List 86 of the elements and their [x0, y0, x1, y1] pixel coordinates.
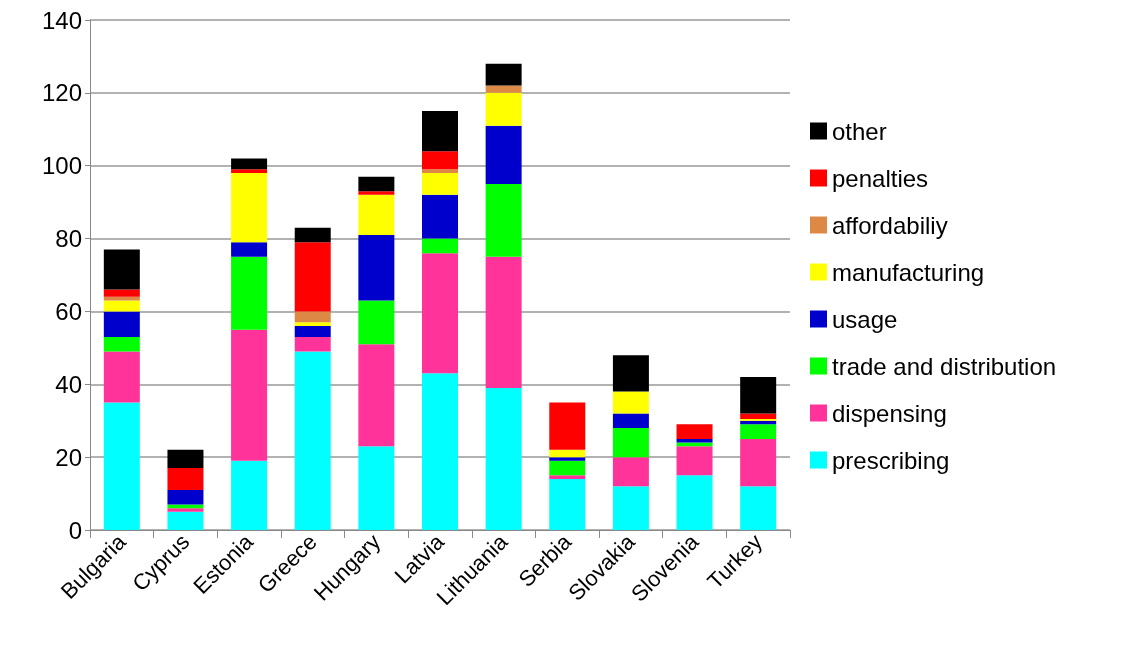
bar — [103, 402, 140, 530]
bar — [485, 85, 522, 93]
bar — [231, 242, 268, 257]
bar — [485, 256, 522, 388]
y-tick-label: 0 — [68, 516, 82, 544]
bar — [358, 344, 395, 447]
bar — [422, 111, 458, 152]
bar — [294, 227, 331, 243]
bar — [358, 176, 395, 192]
bar — [422, 373, 458, 530]
bar — [103, 336, 140, 352]
bar — [422, 194, 458, 239]
bar — [167, 489, 204, 505]
bar — [485, 125, 522, 184]
bar — [358, 194, 395, 235]
bar — [422, 253, 458, 374]
bar — [676, 438, 713, 443]
bar — [485, 92, 522, 126]
bar — [612, 355, 649, 392]
y-tick-label: 140 — [41, 6, 82, 34]
bar — [294, 311, 331, 323]
bar — [740, 413, 777, 419]
legend-label: affordabiliy — [832, 211, 948, 239]
bar — [103, 289, 140, 297]
bar — [612, 428, 649, 458]
bar — [231, 256, 268, 330]
y-tick-label: 60 — [55, 297, 82, 325]
bar — [103, 296, 140, 301]
bar — [103, 249, 140, 290]
bar — [676, 446, 713, 476]
bar — [676, 424, 713, 439]
bar — [612, 413, 649, 428]
legend-label: other — [832, 117, 887, 145]
y-tick-label: 40 — [55, 370, 82, 398]
bar — [422, 238, 458, 254]
bar — [231, 169, 268, 173]
bar — [740, 486, 777, 530]
bar — [549, 475, 586, 479]
legend-label: usage — [832, 305, 898, 333]
bar — [422, 151, 458, 170]
bar — [294, 336, 331, 352]
bar — [167, 468, 204, 490]
bar — [167, 508, 204, 512]
bar — [358, 446, 395, 530]
bar — [549, 402, 586, 450]
bar — [740, 438, 777, 487]
bar — [612, 391, 649, 414]
y-tick-label: 100 — [41, 152, 82, 180]
bar — [358, 234, 395, 301]
bar — [294, 242, 331, 312]
bar — [167, 511, 204, 530]
legend-label: dispensing — [832, 399, 947, 427]
bar — [740, 377, 777, 414]
bar — [231, 460, 268, 530]
bar — [485, 387, 522, 530]
legend-label: manufacturing — [832, 258, 985, 286]
bar — [231, 158, 268, 170]
legend-label: penalties — [832, 164, 929, 192]
bar — [103, 351, 140, 403]
y-tick-label: 20 — [55, 443, 82, 471]
bar — [294, 351, 331, 530]
bar — [549, 460, 586, 476]
bar — [612, 457, 649, 487]
bar — [167, 449, 204, 469]
bar — [294, 326, 331, 337]
bar — [422, 173, 458, 195]
bar — [358, 191, 395, 195]
bar — [549, 457, 586, 461]
bar — [358, 300, 395, 345]
bar — [485, 63, 522, 86]
y-tick-label: 80 — [55, 225, 82, 253]
bar — [231, 329, 268, 461]
y-tick-label: 120 — [41, 79, 82, 107]
bar — [549, 479, 586, 530]
bar — [549, 449, 586, 458]
bar — [422, 169, 458, 173]
bar — [103, 300, 140, 312]
bar — [485, 183, 522, 257]
bar — [676, 475, 713, 530]
bar — [612, 486, 649, 530]
bar — [294, 322, 331, 326]
bar — [740, 424, 777, 439]
legend-label: prescribing — [832, 446, 950, 474]
bar — [103, 311, 140, 337]
legend-label: trade and distribution — [832, 352, 1057, 380]
bar — [231, 173, 268, 243]
